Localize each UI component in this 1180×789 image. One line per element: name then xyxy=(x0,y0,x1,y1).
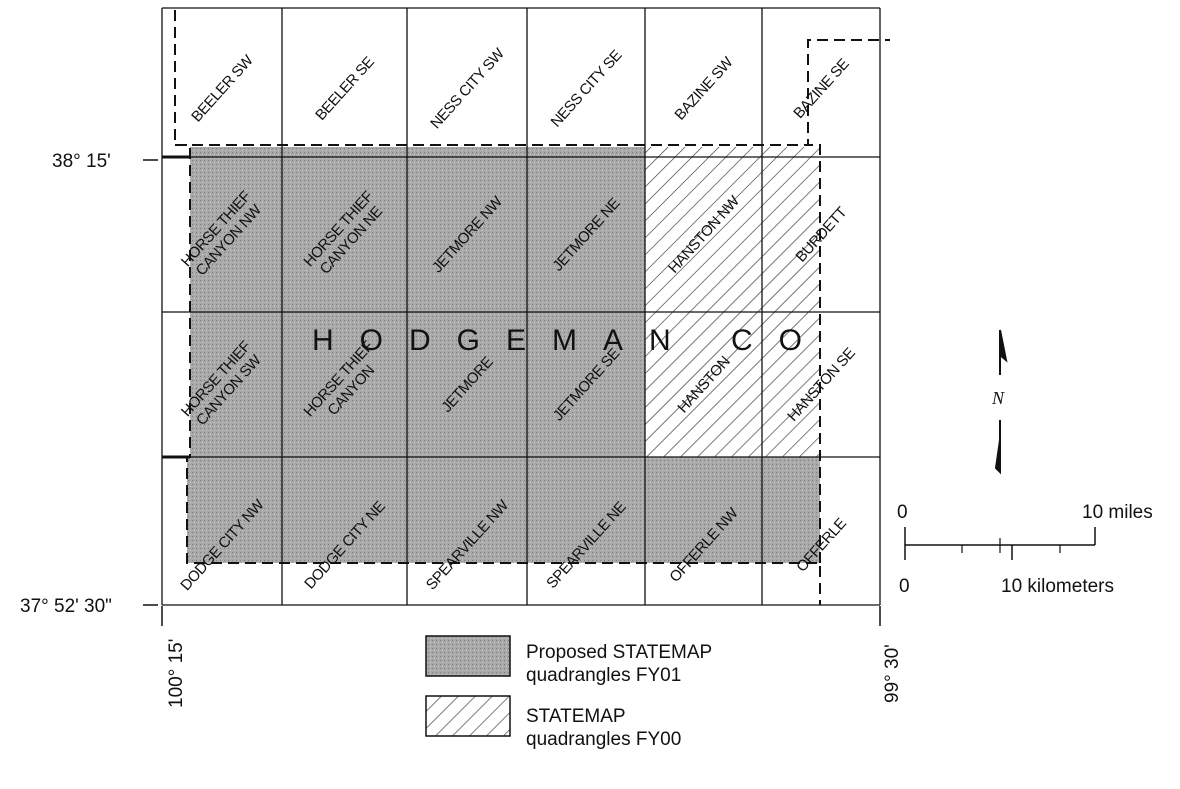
north-arrow-icon xyxy=(999,329,1008,375)
quadrangle-fill-19 xyxy=(282,457,407,563)
legend-swatch-fy00 xyxy=(425,695,511,737)
longitude-label-east: 99° 30' xyxy=(882,644,903,703)
legend-proposed-line-2: quadrangles FY01 xyxy=(526,665,681,686)
quadrangle-fill-7 xyxy=(282,147,407,312)
scale-miles-label: 10 miles xyxy=(1082,502,1153,523)
quadrangle-fill-6 xyxy=(190,147,282,312)
longitude-label-west: 100° 15' xyxy=(166,639,187,708)
quadrangle-fill-18 xyxy=(187,457,282,563)
latitude-label-north: 38° 15' xyxy=(52,151,111,172)
county-label: HODGEMAN CO xyxy=(312,324,828,357)
quadrangle-label-4: BAZINE SW xyxy=(671,53,737,123)
quadrangle-fill-8 xyxy=(407,147,527,312)
quadrangle-grid xyxy=(161,7,881,606)
scale-miles-zero: 0 xyxy=(897,502,908,523)
quadrangle-fill-21 xyxy=(527,457,645,563)
scale-bar: 0 10 miles 0 10 kilometers xyxy=(897,502,1153,597)
quadrangle-fill-23 xyxy=(762,457,820,563)
quadrangle-fill-16 xyxy=(645,312,762,457)
legend-fy00-line-2: quadrangles FY00 xyxy=(526,729,681,750)
quadrangle-fill-13 xyxy=(282,312,407,457)
quadrangle-label-3: NESS CITY SE xyxy=(548,47,626,131)
quadrangle-fill-14 xyxy=(407,312,527,457)
quadrangle-fill-11 xyxy=(762,147,820,312)
quadrangle-fill-12 xyxy=(190,312,282,457)
legend: Proposed STATEMAP quadrangles FY01 STATE… xyxy=(425,635,712,750)
quadrangle-fill-22 xyxy=(645,457,762,563)
quadrangle-label-5: BAZINE SE xyxy=(790,55,852,122)
quadrangle-fill-9 xyxy=(527,147,645,312)
quadrangle-fill-20 xyxy=(407,457,527,563)
quadrangle-fill-15 xyxy=(527,312,645,457)
quadrangle-fill-17 xyxy=(762,312,820,457)
scale-km-label: 10 kilometers xyxy=(1001,576,1114,597)
quadrangle-label-0: BEELER SW xyxy=(188,51,257,125)
latitude-label-south: 37° 52' 30" xyxy=(20,596,112,617)
latitude-labels: 38° 15' 37° 52' 30" xyxy=(20,151,158,617)
north-label: N xyxy=(991,388,1005,408)
scale-km-zero: 0 xyxy=(899,576,910,597)
legend-swatch-proposed xyxy=(425,635,511,677)
longitude-labels: 100° 15' 99° 30' xyxy=(161,606,903,708)
north-arrow: N xyxy=(991,329,1008,475)
quadrangle-fill-10 xyxy=(645,147,762,312)
quadrangle-label-2: NESS CITY SW xyxy=(427,45,508,133)
legend-fy00-line-1: STATEMAP xyxy=(526,706,626,727)
quadrangle-fills xyxy=(187,147,820,563)
quadrangle-label-1: BEELER SE xyxy=(312,53,378,123)
county-boundary xyxy=(174,10,890,605)
legend-proposed-line-1: Proposed STATEMAP xyxy=(526,642,712,663)
county-boundary-line xyxy=(174,10,890,605)
